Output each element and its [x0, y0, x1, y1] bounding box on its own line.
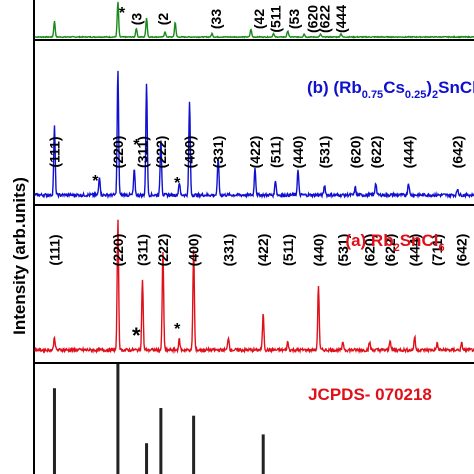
title-segment: (b) (Rb [307, 78, 362, 97]
peak-label-b: (222) [153, 136, 169, 169]
peak-label-b: (331) [210, 136, 226, 169]
impurity-asterisk: * [133, 137, 140, 154]
peak-label-b: (531) [317, 136, 333, 169]
peak-label-c: (444 [333, 5, 349, 33]
peak-label-a: (400) [186, 234, 202, 267]
panel-b-pattern-line [34, 70, 474, 200]
reference-stick [192, 415, 196, 474]
peak-label-c: (622 [317, 5, 333, 33]
title-segment: SnCl [400, 231, 439, 250]
title-segment: 2 [394, 242, 400, 254]
impurity-asterisk: * [174, 321, 181, 338]
peak-label-a: (620) [362, 234, 378, 267]
peak-label-c: (511 [267, 5, 283, 32]
peak-label-a: (311) [134, 234, 150, 266]
peak-label-b: (444) [401, 136, 417, 169]
impurity-asterisk: * [119, 5, 126, 22]
peak-label-b: (511) [267, 136, 283, 168]
peak-label-a: (220) [110, 234, 126, 267]
peak-label-b: (422) [247, 136, 263, 169]
title-segment: 0.75 [362, 89, 383, 101]
peak-label-b: (220) [110, 136, 126, 169]
panel-c-pattern-line [34, 1, 474, 39]
peak-label-b: (622) [368, 136, 384, 169]
title-segment: ) [426, 78, 432, 97]
title-segment: Cs [383, 78, 405, 97]
peak-label-a: (444) [407, 234, 423, 267]
impurity-asterisk: * [92, 173, 99, 190]
peak-label-c: (3 [128, 13, 144, 26]
panel-a-pattern-line [34, 219, 474, 355]
title-segment: 0.25 [405, 89, 426, 101]
reference-stick [52, 388, 56, 474]
peak-label-a: (331) [220, 234, 236, 267]
peak-label-a: (642) [454, 234, 470, 267]
peak-label-b: (642) [450, 136, 466, 169]
title-segment: (a) Rb [345, 231, 393, 250]
peak-label-a: (511) [280, 234, 296, 266]
reference-label: JCPDS- 070218 [308, 385, 432, 404]
reference-stick [145, 443, 149, 474]
peak-label-c: (33 [208, 9, 224, 29]
reference-stick [159, 408, 163, 474]
peak-label-c: (42 [251, 9, 267, 29]
peak-label-a: (111) [46, 234, 62, 265]
peak-label-a: (422) [255, 234, 271, 267]
panel-b-title: (b) (Rb0.75Cs0.25)2SnCl6 [307, 78, 474, 101]
reference-stick [261, 434, 265, 474]
peak-label-a: (222) [155, 234, 171, 267]
title-segment: 6 [438, 242, 444, 254]
title-segment: SnCl [438, 78, 474, 97]
panel-a-title: (a) Rb2SnCl6 [345, 231, 444, 254]
peak-label-b: (620) [347, 136, 363, 169]
peak-label-a: (711) [429, 234, 445, 266]
impurity-asterisk: * [174, 175, 181, 192]
peak-label-a: (531) [335, 234, 351, 267]
impurity-asterisk: * [132, 323, 141, 348]
peak-label-a: (622) [382, 234, 398, 267]
title-segment: 2 [432, 89, 438, 101]
peak-label-b: (440) [290, 136, 306, 169]
peak-label-b: (311) [134, 136, 150, 168]
peak-label-b: (111) [46, 136, 62, 167]
peak-label-c: (620 [304, 5, 320, 33]
peak-label-b: (400) [182, 136, 198, 169]
peak-label-a: (440) [310, 234, 326, 267]
reference-stick [116, 364, 120, 474]
peak-label-c: (2 [155, 13, 171, 26]
peak-label-c: (53 [286, 9, 302, 29]
